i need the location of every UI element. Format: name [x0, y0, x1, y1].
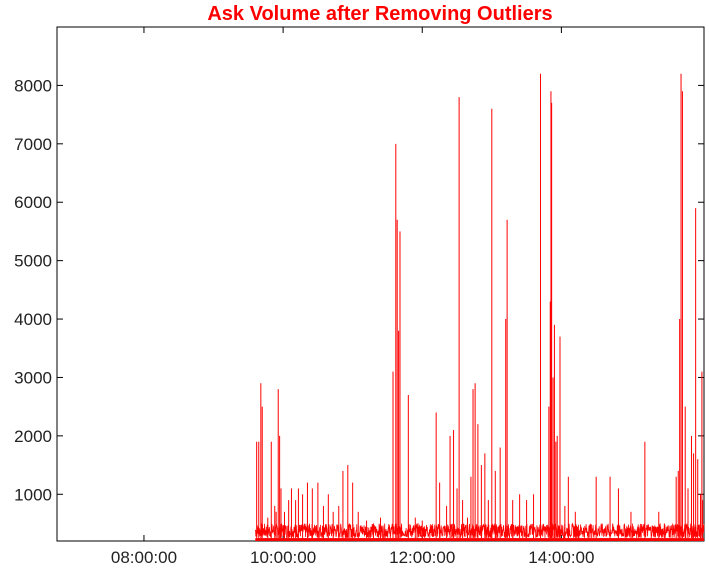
- y-tick-label: 5000: [14, 252, 52, 271]
- y-tick-label: 7000: [14, 135, 52, 154]
- x-tick-label: 14:00:00: [528, 548, 594, 567]
- chart-title: Ask Volume after Removing Outliers: [207, 3, 553, 25]
- x-tick-label: 08:00:00: [111, 548, 177, 567]
- x-axis: 08:00:00 10:00:00 12:00:00 14:00:00: [111, 27, 594, 567]
- series-baseline-band: [255, 538, 704, 541]
- y-tick-label: 8000: [14, 76, 52, 95]
- series-baseline-line: [254, 522, 705, 539]
- plot-area-frame: [56, 26, 705, 542]
- x-tick-label: 10:00:00: [250, 548, 316, 567]
- series-ask-volume: [254, 73, 705, 541]
- y-tick-label: 2000: [14, 427, 52, 446]
- y-axis: 1000 2000 3000 4000 5000 6000 7000 8000: [14, 76, 704, 504]
- y-tick-label: 3000: [14, 368, 52, 387]
- y-tick-label: 6000: [14, 193, 52, 212]
- y-tick-label: 1000: [14, 485, 52, 504]
- x-tick-label: 12:00:00: [389, 548, 455, 567]
- y-tick-label: 4000: [14, 310, 52, 329]
